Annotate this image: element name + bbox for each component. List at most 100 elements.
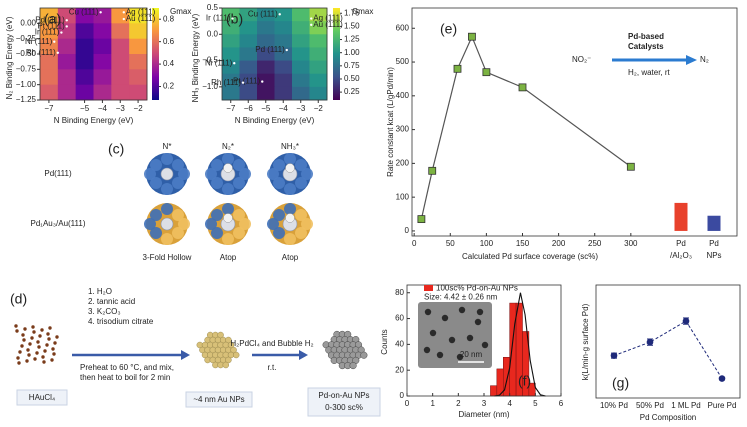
process-arrowhead [181, 350, 190, 360]
surface-atom [161, 203, 173, 215]
tem-particle [458, 306, 466, 314]
x-tick-label: 50% Pd [636, 401, 664, 410]
surface-point [65, 19, 68, 22]
surface-label: Pt (111) [233, 77, 261, 86]
heatmap-cell [222, 47, 240, 61]
x-axis-label: Diameter (nm) [458, 410, 509, 419]
gold-ion [40, 328, 44, 332]
y-tick-label: 0 [405, 226, 410, 235]
heatmap-cell [239, 34, 258, 48]
heatmap-cell [93, 8, 112, 24]
adsorbate [160, 167, 174, 181]
x-tick-label: −7 [226, 104, 236, 113]
heatmap-cell [309, 86, 328, 101]
heatmap-cell [222, 73, 240, 88]
catalyst-label: Pd-based [628, 32, 664, 41]
data-marker [468, 32, 476, 41]
surface-point [122, 11, 126, 14]
heatmap-cell [222, 60, 240, 75]
surface-atom [267, 218, 279, 230]
heatmap-cell [57, 23, 77, 40]
surface-atom [295, 177, 307, 189]
surface-label: Pd₁Au₃/Au(111) [30, 219, 85, 228]
surface-atom [161, 183, 173, 195]
au-atom [225, 356, 232, 364]
y-tick-label: 80 [395, 288, 404, 297]
surface-atom [267, 168, 279, 180]
bar [674, 202, 688, 231]
surface-atom [172, 209, 184, 221]
heatmap-cell [239, 21, 258, 35]
y-tick-label: 20 [395, 365, 404, 374]
pd-atom [360, 351, 368, 359]
y-tick-label: −0.5 [202, 56, 218, 65]
adsorbate [223, 163, 233, 173]
x-axis-label: Calculated Pd surface coverage (sc%) [462, 252, 598, 261]
heatmap-cell [129, 38, 148, 55]
colorbar-tick-label: 1.00 [344, 48, 360, 57]
adsorbate-label: NH₃* [281, 142, 299, 151]
surface-atom [205, 168, 217, 180]
plot-frame [221, 7, 328, 101]
surface-point [310, 17, 313, 20]
colorbar-label: Gmax [352, 7, 373, 16]
product: 0-300 sc% [325, 403, 363, 412]
gold-ion [45, 343, 49, 347]
surface-atom [233, 159, 245, 171]
y-tick-label: 400 [396, 91, 410, 100]
gold-ion [30, 336, 34, 340]
surface-point [122, 17, 126, 21]
y-tick-label: 0 [400, 391, 405, 400]
x-tick-label: 150 [516, 239, 530, 248]
y-tick-label: 0.5 [207, 3, 219, 12]
x-tick-label: 100 [480, 239, 494, 248]
step: 1. H₂O [88, 287, 112, 296]
connector-line [613, 320, 723, 379]
surface-atom [150, 209, 162, 221]
tem-particle [456, 353, 464, 361]
heatmap-cell [274, 86, 293, 101]
surface-atom [301, 218, 313, 230]
surface-label: Cu (111) [69, 7, 99, 16]
heatmap-cell [129, 84, 148, 101]
x-tick-label: 1 [430, 399, 435, 408]
precursor: HAuCl₄ [29, 393, 55, 402]
condition: Preheat to 60 °C, and mix, [80, 363, 174, 372]
heatmap-cell [75, 69, 94, 86]
surface-label: Pd (111) [35, 15, 65, 24]
note: Size: 4.42 ± 0.26 nm [424, 293, 498, 302]
x-tick-label: 0 [412, 239, 417, 248]
reaction-arrowhead [686, 55, 697, 65]
surface-point [261, 80, 264, 83]
x-tick-label: 300 [624, 239, 638, 248]
plot-frame [595, 284, 741, 399]
gold-ion [31, 325, 35, 329]
x-tick-label: −4 [279, 104, 289, 113]
heatmap-cell [111, 69, 130, 86]
surface-atom [178, 218, 190, 230]
heatmap-cell [129, 54, 148, 70]
heatmap-cell [257, 86, 275, 101]
surface-label: Cu (111) [248, 9, 278, 18]
heatmap-cell [57, 54, 77, 70]
gold-ion [53, 341, 57, 345]
step: 3. K₂CO₃ [88, 307, 121, 316]
heatmap-cell [239, 73, 258, 88]
surface-label: Ni (111) [25, 37, 53, 46]
gold-ion [48, 326, 52, 330]
adsorbate [160, 217, 174, 231]
x-tick-label: 10% Pd [600, 401, 628, 410]
y-tick-label: −0.75 [16, 64, 37, 73]
x-tick-label: 3 [482, 399, 487, 408]
surface-atom [222, 153, 234, 165]
adsorbate-label: N₂* [222, 142, 234, 151]
data-point [718, 375, 726, 382]
surface-atom [150, 177, 162, 189]
heatmap-cell [309, 73, 328, 88]
gold-ion [27, 353, 31, 357]
surface-atom [211, 227, 223, 239]
heatmap-cell [75, 23, 94, 40]
x-tick-label: −3 [296, 104, 306, 113]
